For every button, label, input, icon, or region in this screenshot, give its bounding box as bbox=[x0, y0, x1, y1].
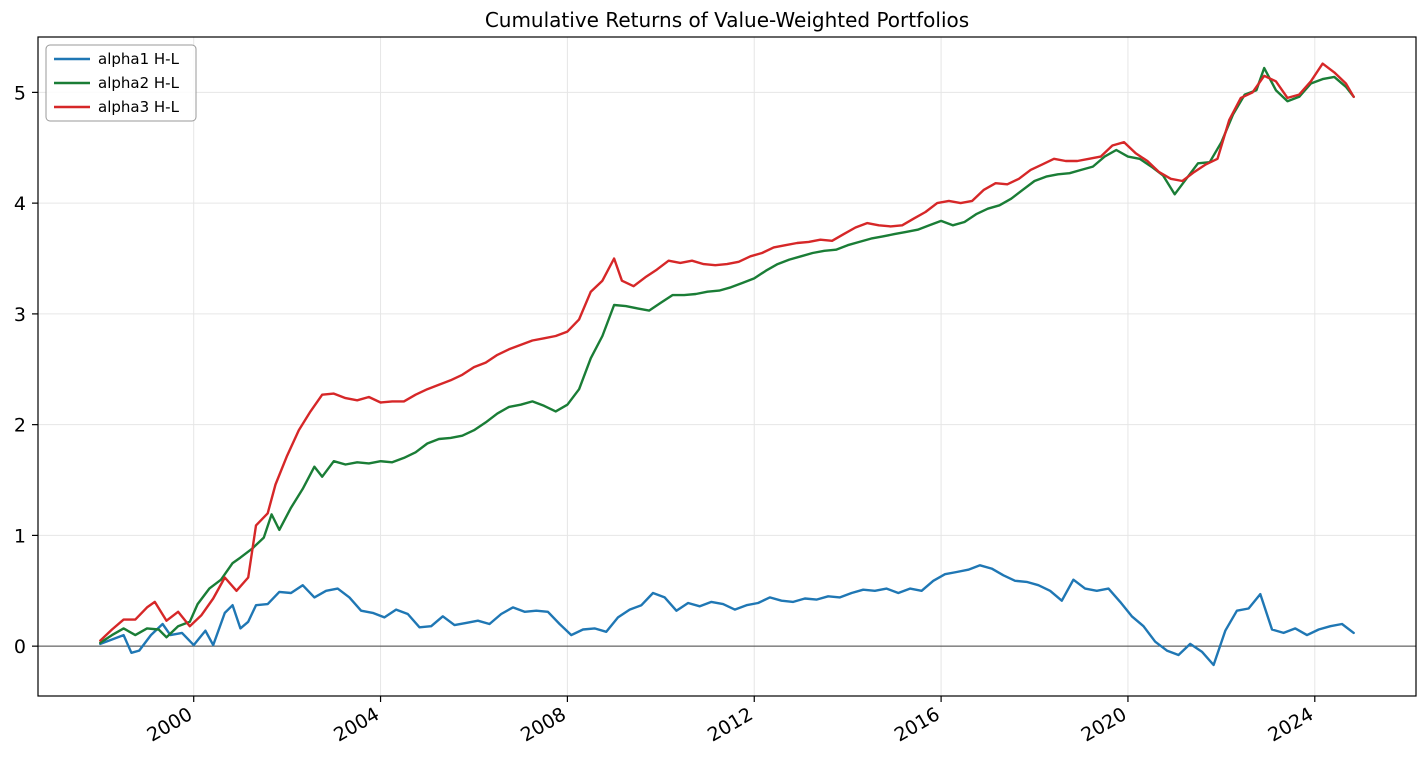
y-tick-label: 0 bbox=[14, 636, 26, 658]
plot-area-frame bbox=[37, 36, 1417, 697]
y-tick-label: 4 bbox=[14, 193, 26, 215]
series-line-1 bbox=[99, 564, 1355, 667]
y-tick-label: 3 bbox=[14, 304, 26, 326]
series-layer bbox=[99, 62, 1355, 667]
series-line-3 bbox=[99, 62, 1355, 642]
legend-box bbox=[45, 44, 197, 122]
x-tick-label: 2024 bbox=[1264, 703, 1317, 746]
x-tick-label: 2008 bbox=[517, 703, 570, 746]
x-tick-label: 2004 bbox=[330, 703, 383, 746]
y-axis: 0 1 2 3 4 5 bbox=[14, 82, 38, 658]
x-axis: 2000 2004 2008 2012 2016 2020 2024 bbox=[143, 696, 1317, 747]
y-tick-label: 2 bbox=[14, 415, 26, 437]
legend-label: alpha1 H-L bbox=[98, 50, 180, 68]
y-tick-label: 5 bbox=[14, 82, 26, 104]
y-tick-label: 1 bbox=[14, 525, 26, 547]
legend-label: alpha3 H-L bbox=[98, 98, 180, 116]
chart-title: Cumulative Returns of Value-Weighted Por… bbox=[485, 8, 969, 32]
legend-label: alpha2 H-L bbox=[98, 74, 180, 92]
x-tick-label: 2012 bbox=[704, 703, 757, 746]
x-tick-label: 2020 bbox=[1078, 703, 1131, 746]
series-line-2 bbox=[99, 66, 1355, 644]
legend: alpha1 H-L alpha2 H-L alpha3 H-L bbox=[45, 44, 197, 122]
grid bbox=[38, 37, 1416, 696]
x-tick-label: 2016 bbox=[891, 703, 944, 746]
x-tick-label: 2000 bbox=[143, 703, 196, 746]
